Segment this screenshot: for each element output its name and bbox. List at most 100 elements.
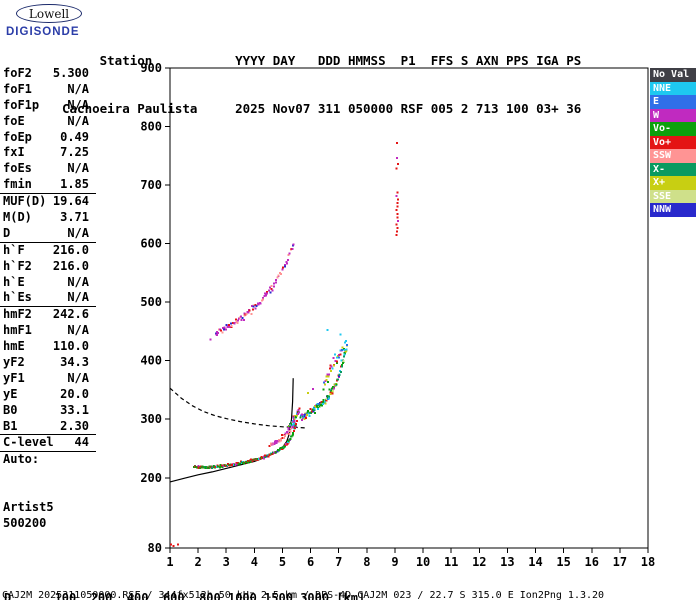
param-row-h-f2: h`F2 216.0 [0,259,96,275]
param-label: hmF1 [3,323,32,338]
param-footer-line-4: 500200 [3,515,47,530]
param-value: 44 [74,435,89,450]
param-value: N/A [67,81,89,96]
logo-product-text: DIGISONDE [6,26,80,38]
param-row-hmf2: hmF2 242.6 [0,307,96,323]
param-row-fmin: fmin 1.85 [0,177,96,193]
x-tick-label: 10 [416,555,430,569]
param-value: 3.71 [60,210,89,225]
param-row-c-level: C-level 44 [0,435,96,451]
x-tick-label: 9 [391,555,398,569]
param-row-foes: foEs N/A [0,161,96,177]
param-value: 242.6 [52,307,89,322]
param-row-fof1: foF1 N/A [0,82,96,98]
legend-item-x_plus: X+ [650,176,696,190]
param-value: 19.64 [52,194,89,209]
param-label: foF1 [3,81,32,96]
param-value: 1.85 [60,177,89,192]
y-axis: 900 800 700 600 500 400 300 200 80 [140,61,170,555]
y-tick-label: 80 [148,541,162,555]
x-tick-label: 17 [613,555,627,569]
x-tick-label: 6 [307,555,314,569]
param-footer: Auto: Artist5 500200 [0,452,96,531]
param-label: B0 [3,402,18,417]
param-group-3: hmF2 242.6 hmF1 N/A hmE 110.0 yF2 34.3 yF1 N/A yE 2… [0,307,96,436]
lowell-logo-oval: Lowell [16,4,82,23]
param-value: 33.1 [60,402,89,417]
param-footer-line-0: Auto: [3,452,40,467]
param-row-fof1p: foF1p N/A [0,98,96,114]
param-group-0: foF2 5.300 foF1 N/A foF1p N/A foE N/A foEp 0.49 fx… [0,66,96,195]
legend-item-ssw: SSW [650,149,696,163]
header-values-line: Cachoeira Paulista 2025 Nov07 311 050000… [62,101,582,116]
param-label: fxI [3,145,25,160]
param-label: h`Es [3,290,32,305]
legend-item-x_minus: X- [650,162,696,176]
series-F2-trace-2hop [214,243,295,337]
param-value: N/A [67,274,89,289]
x-tick-label: 4 [251,555,258,569]
param-label: fmin [3,177,32,192]
legend-item-nne: NNE [650,81,696,95]
param-label: M(D) [3,210,32,225]
series-F2-cusp-blob [287,407,301,431]
x-tick-label: 14 [528,555,542,569]
x-tick-label: 15 [556,555,570,569]
curve-true-height-profile [169,378,294,483]
param-row-b0: B0 33.1 [0,403,96,419]
legend-item-e: E [650,95,696,109]
y-tick-label: 400 [140,354,162,368]
param-value: N/A [67,290,89,305]
x-tick-label: 1 [166,555,173,569]
x-axis: 1 2 3 4 5 6 7 8 9 10 11 12 13 14 15 16 17 18 [166,548,655,569]
series-F2-branch-top-scatter [322,340,349,391]
param-value: N/A [67,161,89,176]
y-tick-label: 900 [140,61,162,75]
param-label: hmE [3,339,25,354]
doppler-legend: No Val NNE E W Vo- Vo+ SSW X- X+ SSE NNW [650,68,696,217]
param-row-yf2: yF2 34.3 [0,355,96,371]
param-label: foE [3,113,25,128]
param-value: 5.300 [52,66,89,80]
curve-transmission-curve [169,387,307,429]
param-row-foep: foEp 0.49 [0,130,96,146]
muf-table: D 100 200 400 600 800 1000 1500 3000 [km… [4,566,372,600]
param-value: N/A [67,370,89,385]
series-F2-trace-1hop [192,419,299,470]
param-row-h-f: h`F 216.0 [0,243,96,259]
param-footer-line-3: Artist5 [3,500,54,515]
param-group-2: h`F 216.0 h`F2 216.0 h`E N/A h`Es N/A [0,243,96,308]
param-value: 110.0 [52,339,89,354]
status-line: CAJ2M_2025311050000.RSF / 344fx512h 50 k… [2,590,605,600]
param-row-h-e: h`E N/A [0,275,96,291]
param-value: 7.25 [60,145,89,160]
param-value: N/A [67,97,89,112]
param-row-foe: foE N/A [0,114,96,130]
param-label: foEs [3,161,32,176]
legend-item-sse: SSE [650,189,696,203]
param-label: D [3,225,11,240]
logo-brand-text: Lowell [28,6,70,21]
station-header: Station YYYY DAY DDD HMMSS P1 FFS S AXN … [62,21,581,149]
distance-row: D 100 200 400 600 800 1000 1500 3000 [km… [4,591,366,600]
param-value: 34.3 [60,355,89,370]
param-row-b1: B1 2.30 [0,419,96,435]
y-tick-label: 500 [140,295,162,309]
y-tick-label: 800 [140,120,162,134]
y-tick-label: 600 [140,237,162,251]
param-label: B1 [3,418,18,433]
series-F2-cusp-spread [268,421,296,447]
param-row-hmf1: hmF1 N/A [0,323,96,339]
param-value: N/A [67,225,89,240]
param-label: h`F2 [3,258,32,273]
series-near-baseline-marks [169,543,179,548]
y-tick-label: 200 [140,471,162,485]
x-tick-label: 16 [585,555,599,569]
series-rfi-9mhz [395,141,399,236]
param-value: N/A [67,323,89,338]
param-group-4: C-level 44 [0,435,96,453]
lowell-digisonde-logo: Lowell DIGISONDE [6,4,82,38]
x-tick-label: 11 [444,555,458,569]
